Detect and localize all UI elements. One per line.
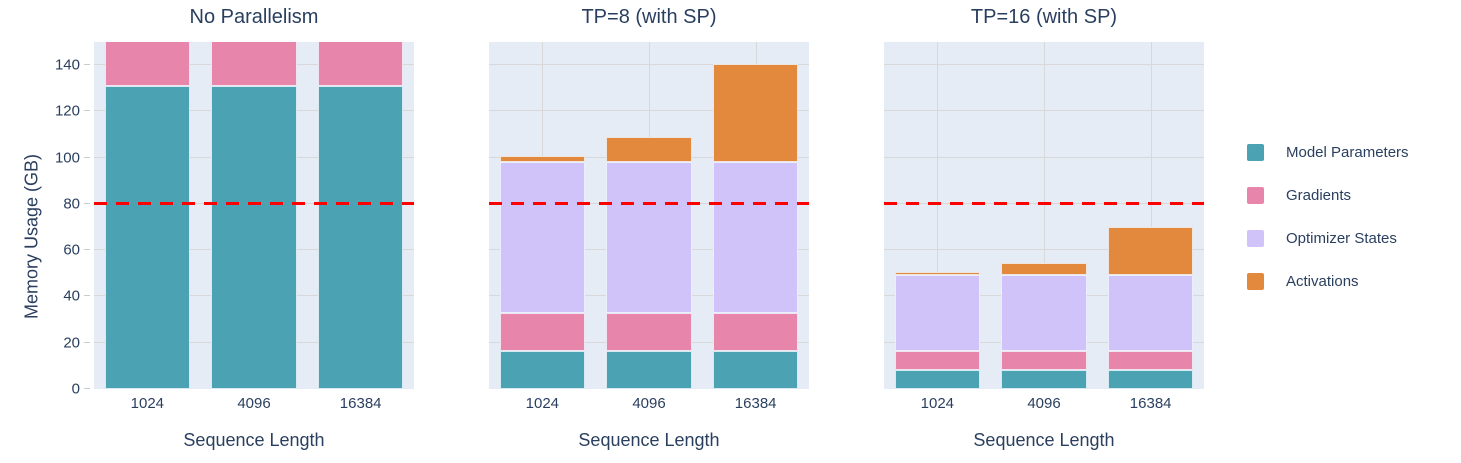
y-tick-label-60: 60 (63, 241, 80, 259)
bar-segment-model-parameters (104, 85, 190, 389)
bar-segment-optimizer-states (499, 161, 585, 314)
legend-swatch-optimizer-states (1247, 230, 1264, 247)
gridline-x-1024 (937, 42, 939, 389)
bar-segment-gradients (1108, 351, 1194, 371)
bar-segment-activations (713, 64, 799, 162)
y-tick-label-120: 120 (54, 102, 80, 120)
x-tick-label-4096: 4096 (632, 395, 666, 412)
x-tick-label-4096: 4096 (237, 395, 271, 412)
y-tick-mark (84, 202, 90, 204)
bar-segment-optimizer-states (713, 161, 799, 314)
x-tick-label-1024: 1024 (525, 395, 560, 412)
gridline-x-4096 (1044, 42, 1045, 389)
bar-segment-gradients (1001, 351, 1087, 371)
panel-tp16: TP=16 (with SP) 1024 4096 16384 Sequence L… (884, 0, 1204, 463)
y-tick-label-20: 20 (63, 334, 80, 352)
x-axis-tick-labels: 1024 4096 16384 (489, 395, 809, 414)
bar-segment-gradients (318, 42, 404, 86)
legend-label: Activations (1286, 273, 1359, 290)
panel-title-tp8: TP=8 (with SP) (581, 6, 717, 28)
legend-item-gradients[interactable]: Gradients (1247, 187, 1409, 204)
bar-segment-optimizer-states (606, 161, 692, 314)
x-tick-label-1024: 1024 (920, 395, 955, 412)
y-tick-mark (84, 64, 90, 66)
y-tick-mark (84, 295, 90, 297)
bar-segment-model-parameters (211, 85, 297, 389)
panel-title-no-parallelism: No Parallelism (189, 6, 319, 28)
bar-segment-model-parameters (499, 351, 585, 389)
bar-segment-gradients (211, 42, 297, 86)
x-axis-tick-labels: 1024 4096 16384 (884, 395, 1204, 414)
y-tick-mark (84, 388, 90, 389)
bar-segment-gradients (713, 313, 799, 352)
x-axis-title: Sequence Length (578, 430, 720, 450)
x-tick-label-1024: 1024 (130, 395, 165, 412)
bar-segment-gradients (894, 351, 980, 371)
y-tick-mark (84, 156, 90, 158)
x-tick-label-16384: 16384 (339, 395, 382, 412)
bar-segment-activations (1108, 226, 1194, 276)
legend-item-activations[interactable]: Activations (1247, 273, 1409, 290)
y-tick-mark (84, 341, 90, 343)
legend-label: Gradients (1286, 187, 1352, 204)
x-tick-label-16384: 16384 (734, 395, 777, 412)
bar-segment-gradients (606, 313, 692, 352)
x-tick-label-4096: 4096 (1027, 395, 1061, 412)
bar-segment-model-parameters (318, 85, 404, 389)
bar-segment-optimizer-states (894, 275, 980, 352)
plot-area-tp16[interactable] (884, 42, 1204, 389)
legend-label: Optimizer States (1286, 230, 1397, 247)
legend-swatch-model-parameters (1247, 144, 1264, 161)
y-tick-label-0: 0 (71, 380, 80, 398)
panel-no-parallelism: No Parallelism 1024 4096 16384 Sequence Le… (94, 0, 414, 463)
legend-item-optimizer-states[interactable]: Optimizer States (1247, 230, 1409, 247)
y-axis-tick-labels: 0 20 40 60 80 100 120 140 (0, 42, 94, 397)
x-axis-title: Sequence Length (973, 430, 1115, 450)
plot-area-tp8[interactable] (489, 42, 809, 389)
y-tick-label-140: 140 (54, 56, 80, 74)
legend-swatch-activations (1247, 273, 1264, 290)
panel-tp8: TP=8 (with SP) 1024 4096 16384 Sequence Le… (489, 0, 809, 463)
x-tick-label-16384: 16384 (1129, 395, 1172, 412)
y-tick-label-80: 80 (63, 195, 80, 213)
y-tick-label-100: 100 (54, 149, 80, 167)
bar-segment-model-parameters (894, 370, 980, 389)
bar-segment-activations (894, 272, 980, 276)
legend-swatch-gradients (1247, 187, 1264, 204)
bar-segment-gradients (499, 313, 585, 352)
bar-segment-model-parameters (1001, 370, 1087, 389)
bar-segment-model-parameters (606, 351, 692, 389)
bar-segment-activations (1001, 263, 1087, 276)
x-axis-tick-labels: 1024 4096 16384 (94, 395, 414, 414)
x-axis-title: Sequence Length (183, 430, 325, 450)
plot-area-no-parallelism[interactable] (94, 42, 414, 389)
bar-segment-activations (606, 137, 692, 162)
gpu-memory-limit-line (94, 202, 414, 206)
gridline-x-16384 (1150, 42, 1152, 389)
gpu-memory-limit-line (884, 202, 1204, 206)
y-tick-mark (84, 110, 90, 112)
legend: Model Parameters Gradients Optimizer Sta… (1247, 144, 1409, 290)
y-tick-mark (84, 249, 90, 251)
bar-segment-model-parameters (1108, 370, 1194, 389)
bar-segment-optimizer-states (1001, 275, 1087, 352)
legend-label: Model Parameters (1286, 144, 1409, 161)
gpu-memory-limit-line (489, 202, 809, 206)
bar-segment-model-parameters (713, 351, 799, 389)
legend-item-model-parameters[interactable]: Model Parameters (1247, 144, 1409, 161)
bar-segment-optimizer-states (1108, 275, 1194, 352)
y-tick-label-40: 40 (63, 287, 80, 305)
panel-title-tp16: TP=16 (with SP) (970, 6, 1118, 28)
bar-segment-gradients (104, 42, 190, 86)
bar-segment-activations (499, 155, 585, 162)
